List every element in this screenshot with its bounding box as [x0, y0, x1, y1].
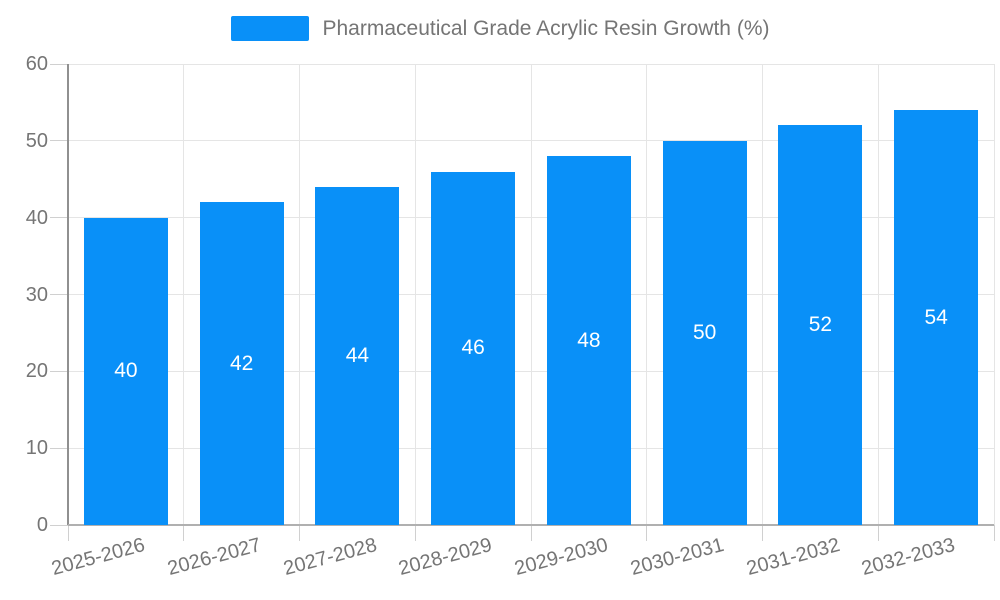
bar-value-label: 52 — [808, 313, 833, 337]
bar[interactable]: 52 — [778, 125, 863, 525]
gridline-v — [299, 64, 300, 525]
bar-value-label: 42 — [229, 351, 254, 375]
gridline-v — [530, 64, 532, 525]
bar[interactable]: 42 — [199, 202, 284, 525]
bar[interactable]: 46 — [431, 171, 516, 525]
x-tick-label: 2032-2033 — [859, 534, 958, 581]
bar-value-label: 44 — [345, 343, 370, 367]
x-tick-label: 2029-2030 — [512, 534, 611, 581]
bar-value-label: 50 — [692, 320, 717, 344]
x-axis-tick — [993, 525, 995, 541]
x-tick-label: 2030-2031 — [628, 534, 727, 581]
y-axis-tick — [50, 447, 68, 449]
x-axis-line — [68, 524, 994, 526]
x-tick-label: 2025-2026 — [49, 534, 148, 581]
y-tick-label: 20 — [25, 360, 48, 383]
gridline-v — [646, 64, 648, 525]
x-axis-tick — [183, 525, 185, 541]
y-tick-label: 30 — [25, 283, 48, 306]
bar-value-label: 48 — [577, 328, 601, 352]
x-axis-tick — [646, 525, 648, 541]
bar[interactable]: 54 — [894, 110, 979, 525]
x-axis-tick — [67, 525, 69, 541]
x-tick-label: 2031-2032 — [743, 534, 843, 581]
y-axis-tick — [50, 63, 68, 65]
legend-label: Pharmaceutical Grade Acrylic Resin Growt… — [322, 16, 770, 40]
x-axis-tick — [762, 525, 763, 541]
gridline-v — [993, 64, 995, 525]
y-axis-tick — [50, 370, 68, 372]
x-axis-tick — [877, 525, 879, 541]
y-axis-tick — [50, 140, 68, 142]
bar-value-label: 46 — [461, 336, 485, 360]
bar[interactable]: 44 — [315, 186, 400, 525]
bar[interactable]: 50 — [662, 140, 747, 525]
y-tick-label: 60 — [25, 53, 48, 75]
y-tick-label: 10 — [25, 437, 48, 460]
y-tick-label: 0 — [36, 514, 48, 536]
x-axis-tick — [414, 525, 416, 541]
gridline-v — [877, 64, 879, 525]
y-axis-tick — [50, 217, 68, 219]
x-tick-label: 2026-2027 — [165, 534, 264, 581]
legend-item[interactable]: Pharmaceutical Grade Acrylic Resin Growt… — [0, 16, 1000, 41]
bar[interactable]: 40 — [83, 217, 168, 525]
y-axis-line — [67, 64, 69, 525]
gridline-v — [414, 64, 416, 525]
x-axis-tick — [299, 525, 300, 541]
gridline-v — [762, 64, 763, 525]
y-tick-label: 40 — [25, 206, 48, 229]
y-axis-tick — [50, 294, 68, 295]
gridline-v — [183, 64, 185, 525]
y-axis-tick — [50, 524, 68, 526]
bar[interactable]: 48 — [546, 156, 631, 525]
x-tick-label: 2028-2029 — [396, 534, 495, 581]
x-tick-label: 2027-2028 — [280, 534, 380, 581]
x-axis-tick — [530, 525, 532, 541]
bar-value-label: 40 — [114, 359, 138, 383]
bar-value-label: 54 — [924, 305, 948, 329]
y-tick-label: 50 — [25, 129, 48, 152]
legend-swatch — [230, 16, 309, 41]
